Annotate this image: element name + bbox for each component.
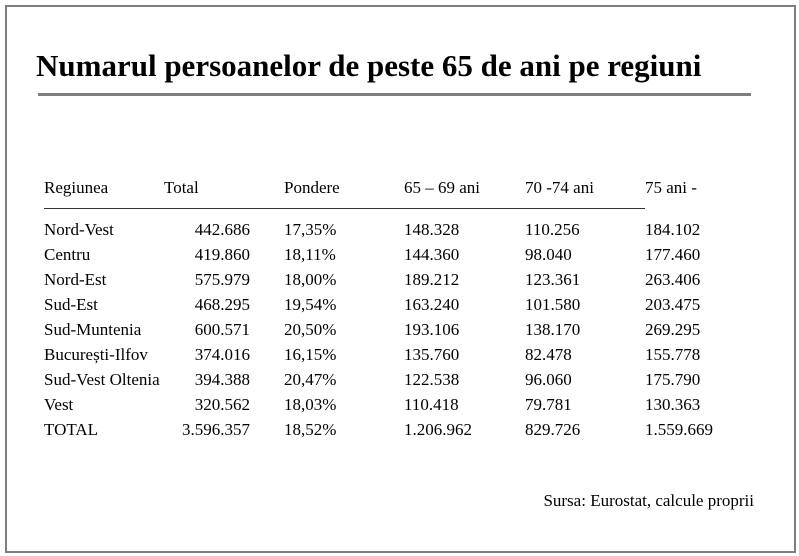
row-label: Sud-Vest Oltenia	[44, 370, 160, 389]
table-cell: 575.979	[194, 270, 250, 289]
chart-title: Numarul persoanelor de peste 65 de ani p…	[36, 48, 702, 83]
header-divider	[44, 208, 645, 209]
table-cell: 20,47%	[284, 370, 337, 389]
table-cell: 1.206.962	[404, 420, 472, 439]
column-header: 70 -74 ani	[525, 178, 594, 197]
table-cell: 110.418	[404, 395, 459, 414]
column-header: 75 ani -	[645, 178, 697, 197]
column-header: Regiunea	[44, 178, 109, 197]
title-underline	[38, 93, 751, 96]
table-cell: 203.475	[645, 295, 701, 314]
table-cell: 468.295	[194, 295, 250, 314]
source-note: Sursa: Eurostat, calcule proprii	[543, 491, 754, 510]
table-cell: 19,54%	[284, 295, 337, 314]
table-cell: 442.686	[194, 220, 250, 239]
table-cell: 82.478	[525, 345, 572, 364]
table-cell: 79.781	[525, 395, 572, 414]
table-cell: 394.388	[194, 370, 250, 389]
table-cell: 122.538	[404, 370, 460, 389]
table-cell: 130.363	[645, 395, 701, 414]
table-cell: 263.406	[645, 270, 701, 289]
column-header: 65 – 69 ani	[404, 178, 481, 197]
table-cell: 193.106	[404, 320, 460, 339]
table-cell: 18,52%	[284, 420, 337, 439]
row-label: Vest	[44, 395, 74, 414]
table-cell: 1.559.669	[645, 420, 713, 439]
table-cell: 17,35%	[284, 220, 337, 239]
table-cell: 163.240	[404, 295, 460, 314]
table-cell: 155.778	[645, 345, 701, 364]
table-cell: 175.790	[645, 370, 701, 389]
table-cell: 374.016	[194, 345, 250, 364]
table-cell: 269.295	[645, 320, 701, 339]
table-cell: 148.328	[404, 220, 460, 239]
table-cell: 110.256	[525, 220, 580, 239]
row-label: Centru	[44, 245, 91, 264]
table-cell: 320.562	[194, 395, 250, 414]
column-header: Total	[164, 178, 199, 197]
table-cell: 419.860	[194, 245, 250, 264]
table-cell: 184.102	[645, 220, 701, 239]
table-cell: 3.596.357	[182, 420, 250, 439]
table-cell: 600.571	[194, 320, 250, 339]
table-cell: 177.460	[645, 245, 701, 264]
table-cell: 18,03%	[284, 395, 337, 414]
row-label: Sud-Est	[44, 295, 98, 314]
table-cell: 123.361	[525, 270, 581, 289]
table-cell: 138.170	[525, 320, 581, 339]
row-label: Nord-Vest	[44, 220, 114, 239]
table-cell: 829.726	[525, 420, 581, 439]
table-cell: 20,50%	[284, 320, 337, 339]
row-label: TOTAL	[44, 420, 99, 439]
table-cell: 101.580	[525, 295, 581, 314]
table-cell: 189.212	[404, 270, 460, 289]
table-cell: 144.360	[404, 245, 460, 264]
table-cell: 98.040	[525, 245, 572, 264]
table-cell: 96.060	[525, 370, 572, 389]
figure-frame	[5, 5, 796, 553]
row-label: Nord-Est	[44, 270, 107, 289]
row-label: Sud-Muntenia	[44, 320, 142, 339]
table-cell: 18,00%	[284, 270, 337, 289]
table-cell: 135.760	[404, 345, 460, 364]
row-label: București-Ilfov	[44, 345, 148, 364]
table-cell: 16,15%	[284, 345, 337, 364]
column-header: Pondere	[284, 178, 340, 197]
table-cell: 18,11%	[284, 245, 336, 264]
